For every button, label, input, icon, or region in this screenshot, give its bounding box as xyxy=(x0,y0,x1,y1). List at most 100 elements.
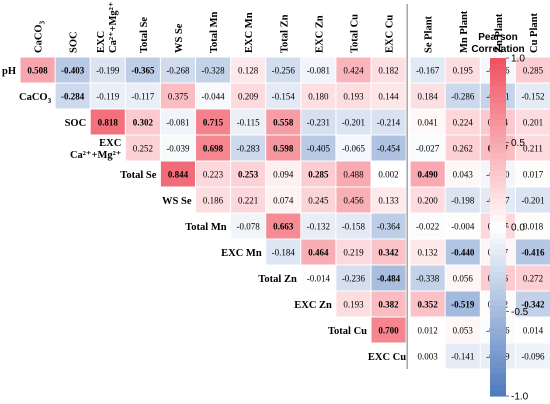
cell-value: 0.182 xyxy=(378,66,398,76)
heatmap-cell: -0.039 xyxy=(160,135,195,161)
cell-value: -0.268 xyxy=(166,66,190,76)
cell-fill xyxy=(445,187,480,213)
legend-swatch xyxy=(490,119,506,127)
cell-value: -0.141 xyxy=(451,352,474,362)
heatmap-cell: 0.128 xyxy=(231,57,266,83)
heatmap-cell: 0.195 xyxy=(445,57,480,83)
cell-value: 0.488 xyxy=(343,170,364,180)
heatmap-cell: 0.219 xyxy=(336,239,371,265)
heatmap-cell: 0.180 xyxy=(301,83,336,109)
cell-value: -0.014 xyxy=(307,274,331,284)
svg-text:Mn Plant: Mn Plant xyxy=(459,10,470,53)
cell-fill xyxy=(90,83,125,109)
cell-fill xyxy=(196,161,231,187)
heatmap-cells: 0.508 -0.403 -0.199 -0.365 -0.268 -0.328 0.128… xyxy=(20,57,550,369)
heatmap-cell: -0.198 xyxy=(445,187,480,213)
cell-fill xyxy=(410,135,445,161)
cell-value: 0.223 xyxy=(203,170,224,180)
column-header-soc: SOC xyxy=(69,31,80,53)
heatmap-cell: -0.365 xyxy=(125,57,160,83)
cell-value: -0.416 xyxy=(521,248,545,258)
heatmap-cell: -0.044 xyxy=(196,83,231,109)
cell-value: 0.144 xyxy=(378,92,399,102)
cell-value: 0.464 xyxy=(308,248,329,258)
cell-fill xyxy=(445,265,480,291)
heatmap-cell: 0.224 xyxy=(445,109,480,135)
legend-swatch xyxy=(490,227,506,234)
cell-value: -0.004 xyxy=(451,222,475,232)
cell-value: 0.043 xyxy=(453,170,474,180)
cell-fill xyxy=(515,291,550,317)
legend-swatch xyxy=(490,283,506,290)
cell-value: 0.053 xyxy=(453,326,474,336)
svg-text:EXC Zn: EXC Zn xyxy=(314,15,325,53)
legend-swatch xyxy=(490,153,506,160)
cell-fill xyxy=(515,239,550,265)
cell-value: 0.302 xyxy=(133,118,154,128)
heatmap-cell: 0.002 xyxy=(371,161,406,187)
legend-swatch xyxy=(490,311,506,318)
cell-fill xyxy=(515,109,550,135)
cell-fill xyxy=(196,135,231,161)
heatmap-cell: -0.231 xyxy=(301,109,336,135)
row-header-exc-zn: EXC Zn xyxy=(294,300,332,311)
cell-fill xyxy=(336,187,371,213)
legend-swatch xyxy=(490,148,506,155)
column-header-wsse: WS Se xyxy=(174,23,185,53)
heatmap-cell: 0.193 xyxy=(336,291,371,317)
heatmap-cell: 0.053 xyxy=(445,317,480,343)
heatmap-cell: -0.284 xyxy=(55,83,90,109)
heatmap-cell: -0.081 xyxy=(160,109,195,135)
legend-swatch xyxy=(490,232,506,239)
heatmap-cell: -0.078 xyxy=(231,213,266,239)
cell-fill xyxy=(196,57,231,83)
heatmap-cell: 0.844 xyxy=(160,161,195,187)
heatmap-cell: -0.132 xyxy=(301,213,336,239)
legend-swatch xyxy=(490,305,506,313)
cell-fill xyxy=(445,239,480,265)
heatmap-cell: 0.252 xyxy=(125,135,160,161)
legend-swatch xyxy=(490,294,506,301)
heatmap-cell: -0.154 xyxy=(266,83,301,109)
heatmap-cell: 0.193 xyxy=(336,83,371,109)
cell-fill xyxy=(410,109,445,135)
legend-tick-label: 1.0 xyxy=(511,54,525,65)
legend-swatch xyxy=(490,91,506,99)
heatmap-cell: 0.182 xyxy=(371,57,406,83)
cell-fill xyxy=(231,161,266,187)
row-header-total-cu: Total Cu xyxy=(328,326,367,337)
legend-swatch xyxy=(490,176,506,183)
cell-fill xyxy=(125,109,160,135)
heatmap-cell: 0.043 xyxy=(445,161,480,187)
cell-fill xyxy=(160,161,195,187)
heatmap-cell: -0.214 xyxy=(371,109,406,135)
heatmap-cell: -0.403 xyxy=(55,57,90,83)
cell-fill xyxy=(410,239,445,265)
svg-text:EXC Zn: EXC Zn xyxy=(294,300,332,311)
cell-value: -0.081 xyxy=(166,118,189,128)
heatmap-cell: -0.201 xyxy=(515,187,550,213)
legend-swatch xyxy=(490,345,506,352)
heatmap-cell: 0.017 xyxy=(515,161,550,187)
cell-fill xyxy=(336,265,371,291)
heatmap-cell: -0.096 xyxy=(515,343,550,369)
cell-fill xyxy=(301,83,336,109)
cell-value: 0.180 xyxy=(308,92,329,102)
cell-fill xyxy=(266,135,301,161)
cell-value: -0.081 xyxy=(307,66,330,76)
legend-swatch xyxy=(490,243,506,251)
heatmap-cell: -0.268 xyxy=(160,57,195,83)
legend-swatch xyxy=(490,103,506,110)
heatmap-cell: 0.663 xyxy=(266,213,301,239)
heatmap-cell: -0.342 xyxy=(515,291,550,317)
cell-value: 0.715 xyxy=(203,118,224,128)
svg-text:WS Se: WS Se xyxy=(162,196,192,207)
cell-value: 0.193 xyxy=(343,92,364,102)
row-header-ws-se: WS Se xyxy=(162,196,192,207)
legend-swatch xyxy=(490,86,506,93)
heatmap-cell: -0.014 xyxy=(301,265,336,291)
column-header-znplant: Zn Plant xyxy=(494,13,505,53)
cell-fill xyxy=(196,187,231,213)
heatmap-cell: 0.488 xyxy=(336,161,371,187)
